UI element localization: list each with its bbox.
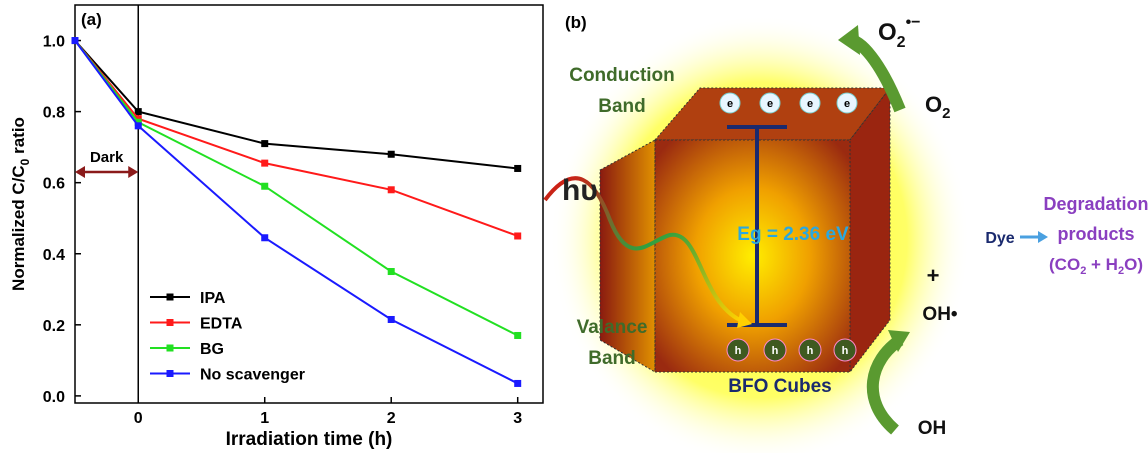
panel-label: (b) bbox=[565, 13, 587, 32]
photon-label: hυ bbox=[562, 174, 598, 207]
x-tick-label: 3 bbox=[513, 410, 522, 427]
dark-label: Dark bbox=[90, 149, 124, 166]
hole-label: h bbox=[735, 345, 742, 357]
dark-arrowhead bbox=[75, 166, 85, 178]
legend-marker bbox=[167, 370, 174, 377]
legend-label: IPA bbox=[200, 290, 226, 307]
superoxide-label: O2•− bbox=[878, 14, 921, 51]
dark-arrowhead bbox=[128, 166, 138, 178]
y-tick-label: 0.2 bbox=[43, 318, 65, 335]
data-point bbox=[514, 380, 521, 387]
diagram-b: e e e e h h h h (b) Conduction Band Vala… bbox=[545, 13, 1148, 453]
plus-label: + bbox=[927, 263, 940, 288]
data-point bbox=[135, 122, 142, 129]
y-axis-label: Normalized C/C0 ratio bbox=[9, 117, 32, 291]
legend-marker bbox=[167, 345, 174, 352]
valence-label: Band bbox=[588, 348, 636, 369]
legend-label: EDTA bbox=[200, 316, 243, 333]
data-point bbox=[388, 151, 395, 158]
legend-marker bbox=[167, 319, 174, 326]
y-tick-label: 0.6 bbox=[43, 176, 65, 193]
hole-label: h bbox=[807, 345, 814, 357]
x-tick-label: 1 bbox=[260, 410, 269, 427]
electron-label: e bbox=[807, 98, 813, 110]
products-label: Degradation bbox=[1043, 194, 1148, 214]
x-axis-label: Irradiation time (h) bbox=[226, 429, 393, 450]
hole-label: h bbox=[842, 345, 849, 357]
panel-label: (a) bbox=[81, 10, 102, 29]
dye-label: Dye bbox=[985, 230, 1014, 247]
plot-frame bbox=[75, 5, 543, 403]
data-point bbox=[388, 186, 395, 193]
electron-label: e bbox=[767, 98, 773, 110]
products-formula: (CO2 + H2O) bbox=[1049, 255, 1143, 277]
electron-label: e bbox=[727, 98, 733, 110]
valence-label: Valance bbox=[577, 317, 648, 338]
chart-a: 0.0 0.2 0.4 0.6 0.8 1.0 0 1 2 3 Irradiation time (… bbox=[9, 5, 543, 450]
electron-label: e bbox=[844, 98, 850, 110]
data-point bbox=[261, 183, 268, 190]
y-tick-label: 0.8 bbox=[43, 105, 65, 122]
legend-label: BG bbox=[200, 341, 224, 358]
data-point bbox=[514, 165, 521, 172]
cube-front bbox=[655, 140, 850, 372]
y-label-main: Normalized C/C bbox=[9, 165, 28, 291]
data-point bbox=[388, 268, 395, 275]
data-point bbox=[514, 332, 521, 339]
data-point bbox=[72, 37, 79, 44]
series-line bbox=[75, 41, 518, 169]
data-point bbox=[261, 234, 268, 241]
legend-label: No scavenger bbox=[200, 367, 305, 384]
data-point bbox=[261, 160, 268, 167]
series-line bbox=[75, 41, 518, 336]
conduction-label: Conduction bbox=[569, 65, 675, 86]
data-point bbox=[388, 316, 395, 323]
dye-arrowhead bbox=[1038, 231, 1048, 243]
figure: 0.0 0.2 0.4 0.6 0.8 1.0 0 1 2 3 Irradiation time (… bbox=[0, 0, 1148, 453]
data-point bbox=[514, 232, 521, 239]
conduction-label: Band bbox=[598, 96, 646, 117]
band-gap-label: Eg = 2.36 eV bbox=[737, 224, 849, 245]
data-point bbox=[135, 108, 142, 115]
x-tick-label: 2 bbox=[387, 410, 396, 427]
y-tick-label: 0.4 bbox=[43, 247, 65, 264]
material-label: BFO Cubes bbox=[728, 376, 831, 397]
y-tick-label: 1.0 bbox=[43, 34, 65, 51]
y-tick-label: 0.0 bbox=[43, 389, 65, 406]
hole-label: h bbox=[772, 345, 779, 357]
legend-marker bbox=[167, 294, 174, 301]
hydroxide-label: OH bbox=[918, 418, 947, 439]
y-label-rest: ratio bbox=[9, 117, 28, 159]
x-tick-label: 0 bbox=[134, 410, 143, 427]
data-point bbox=[261, 140, 268, 147]
hydroxyl-label: OH• bbox=[922, 304, 958, 325]
products-label: products bbox=[1057, 224, 1134, 244]
